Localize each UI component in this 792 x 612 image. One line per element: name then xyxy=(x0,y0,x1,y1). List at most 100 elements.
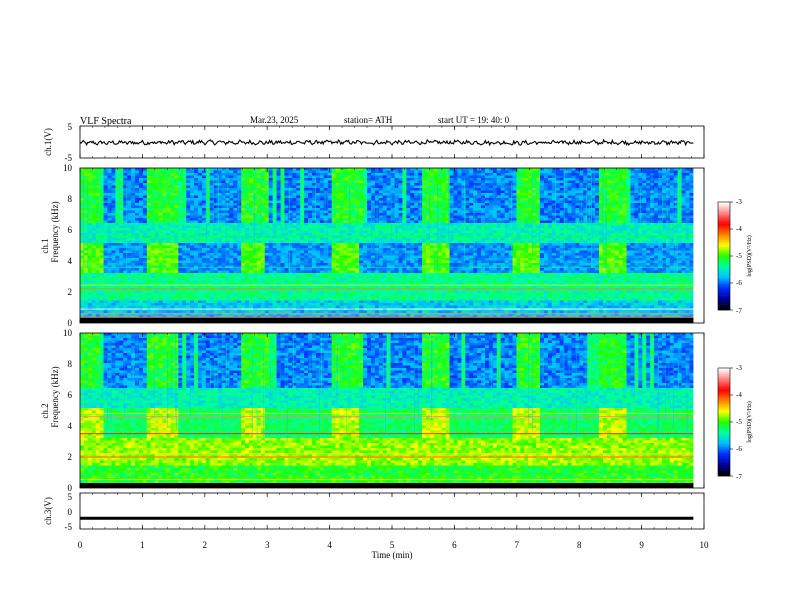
spectrogram-cell xyxy=(166,208,171,211)
spectrogram-cell xyxy=(194,308,199,311)
spectrogram-cell xyxy=(115,180,120,184)
spectrogram-cell xyxy=(170,238,175,241)
spectrogram-cell xyxy=(205,315,211,319)
spectrogram-cell xyxy=(276,270,281,274)
spectrogram-cell xyxy=(146,230,152,234)
spectrogram-cell xyxy=(264,313,270,316)
spectrogram-cell xyxy=(233,245,238,249)
spectrogram-cell xyxy=(253,295,258,299)
spectrogram-cell xyxy=(374,173,380,176)
spectrogram-cell xyxy=(276,268,281,271)
spectrogram-cell xyxy=(280,298,285,301)
spectrogram-cell xyxy=(170,303,175,306)
spectrogram-cell xyxy=(370,295,376,299)
spectrogram-cell xyxy=(284,315,289,319)
spectrogram-cell xyxy=(142,195,148,199)
spectrogram-cell xyxy=(253,183,258,186)
spectrogram-cell xyxy=(146,255,152,259)
spectrogram-cell xyxy=(127,288,132,291)
spectrogram-cell xyxy=(382,203,388,206)
spectrogram-cell xyxy=(323,230,329,234)
spectrogram-cell xyxy=(170,240,175,244)
spectrogram-cell xyxy=(103,183,108,186)
spectrogram-cell xyxy=(264,220,270,224)
spectrogram-cell xyxy=(107,203,112,206)
spectrogram-cell xyxy=(280,258,285,261)
spectrogram-cell xyxy=(245,313,250,316)
spectrogram-cell xyxy=(233,213,238,216)
spectrogram-cell xyxy=(225,233,230,236)
spectrogram-cell xyxy=(241,228,246,231)
spectrogram-cell xyxy=(123,290,128,294)
spectrogram-cell xyxy=(170,298,175,301)
spectrogram-cell xyxy=(280,288,285,291)
spectrogram-cell xyxy=(382,233,388,236)
spectrogram-cell xyxy=(331,245,336,249)
spectrogram-cell xyxy=(311,170,317,174)
spectrogram-cell xyxy=(264,178,270,181)
spectrogram-cell xyxy=(351,295,356,299)
spectrogram-cell xyxy=(213,273,219,276)
spectrogram-cell xyxy=(150,210,156,214)
spectrogram-cell xyxy=(311,293,317,296)
spectrogram-cell xyxy=(355,225,360,229)
spectrogram-cell xyxy=(343,238,348,241)
spectrogram-cell xyxy=(296,270,301,274)
spectrogram-cell xyxy=(370,283,376,286)
spectrogram-cell xyxy=(237,203,242,206)
spectrogram-cell xyxy=(158,203,163,206)
spectrogram-cell xyxy=(233,238,238,241)
spectrogram-cell xyxy=(182,223,187,226)
spectrogram-cell xyxy=(284,253,289,256)
spectrogram-cell xyxy=(178,190,183,194)
spectrogram-cell xyxy=(123,210,128,214)
spectrogram-cell xyxy=(378,215,384,219)
spectrogram-cell xyxy=(158,238,163,241)
spectrogram-cell xyxy=(370,218,376,221)
spectrogram-cell xyxy=(119,298,124,301)
spectrogram-cell xyxy=(201,180,207,184)
spectrogram-cell xyxy=(146,310,152,314)
spectrogram-cell xyxy=(91,198,97,201)
spectrogram-cell xyxy=(268,268,274,271)
spectrogram-cell xyxy=(115,208,120,211)
spectrogram-cell xyxy=(280,190,285,194)
spectrogram-cell xyxy=(280,233,285,236)
spectrogram-cell xyxy=(359,198,364,201)
spectrogram-cell xyxy=(300,250,305,254)
spectrogram-cell xyxy=(359,210,364,214)
spectrogram-cell xyxy=(150,250,156,254)
spectrogram-cell xyxy=(355,235,360,239)
spectrogram-cell xyxy=(311,250,317,254)
spectrogram-cell xyxy=(150,220,156,224)
spectrogram-cell xyxy=(382,195,388,199)
spectrogram-cell xyxy=(363,313,368,316)
spectrogram-cell xyxy=(197,190,203,194)
spectrogram-cell xyxy=(327,245,333,249)
spectrogram-cell xyxy=(194,193,199,196)
spectrogram-cell xyxy=(386,223,392,226)
spectrogram-cell xyxy=(311,298,317,301)
spectrogram-cell xyxy=(256,168,262,171)
spectrogram-cell xyxy=(170,283,175,286)
spectrogram-cell xyxy=(327,305,333,309)
spectrogram-cell xyxy=(221,258,226,261)
spectrogram-cell xyxy=(221,288,226,291)
spectrogram-cell xyxy=(87,305,93,309)
spectrogram-cell xyxy=(127,215,132,219)
spectrogram-cell xyxy=(131,205,136,209)
spectrogram-cell xyxy=(268,168,274,171)
spectrogram-cell xyxy=(335,263,340,266)
spectrogram-cell xyxy=(197,200,203,204)
spectrogram-cell xyxy=(339,280,344,284)
spectrogram-cell xyxy=(138,310,144,314)
spectrogram-cell xyxy=(343,183,348,186)
spectrogram-cell xyxy=(323,213,329,216)
spectrogram-cell xyxy=(280,183,285,186)
spectrogram-cell xyxy=(264,203,270,206)
spectrogram-cell xyxy=(296,183,301,186)
spectrogram-cell xyxy=(127,260,132,264)
spectrogram-cell xyxy=(367,293,372,296)
spectrogram-cell xyxy=(166,205,171,209)
spectrogram-cell xyxy=(363,200,368,204)
